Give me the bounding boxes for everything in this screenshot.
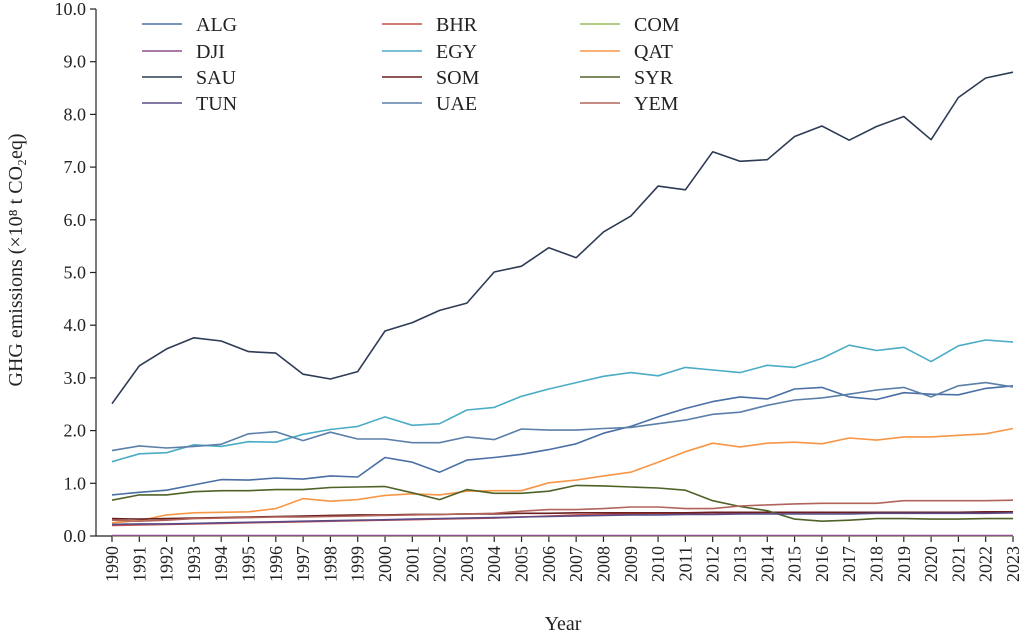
x-tick-label: 1992 bbox=[157, 546, 177, 582]
x-tick-label: 2016 bbox=[812, 546, 832, 582]
legend-label-syr: SYR bbox=[634, 67, 674, 89]
y-tick-label: 5.0 bbox=[64, 263, 87, 283]
y-tick-label: 6.0 bbox=[64, 210, 87, 230]
y-tick-label: 10.0 bbox=[55, 0, 87, 19]
x-tick-label: 1995 bbox=[239, 546, 259, 582]
x-tick-label: 2009 bbox=[621, 546, 641, 582]
legend-label-bhr: BHR bbox=[436, 14, 478, 36]
x-tick-label: 2019 bbox=[894, 546, 914, 582]
legend-label-qat: QAT bbox=[634, 41, 673, 63]
x-tick-label: 2000 bbox=[375, 546, 395, 582]
x-tick-label: 2004 bbox=[484, 546, 504, 582]
y-tick-label: 3.0 bbox=[64, 368, 87, 388]
legend-label-tun: TUN bbox=[196, 93, 237, 115]
x-tick-label: 1994 bbox=[211, 546, 231, 582]
x-tick-label: 2011 bbox=[675, 546, 695, 581]
y-axis-title: GHG emissions (×10⁸ t CO₂eq) bbox=[5, 134, 27, 387]
series-line-uae bbox=[111, 381, 1014, 452]
series-line-egy bbox=[111, 339, 1014, 463]
series-lines bbox=[111, 71, 1014, 537]
x-tick-label: 1991 bbox=[129, 546, 149, 582]
series-line-qat bbox=[111, 427, 1014, 524]
y-tick-label: 8.0 bbox=[64, 104, 87, 124]
legend-label-yem: YEM bbox=[634, 93, 679, 115]
y-tick-label: 1.0 bbox=[64, 473, 87, 493]
x-tick-label: 1999 bbox=[348, 546, 368, 582]
y-tick-label: 7.0 bbox=[64, 157, 87, 177]
series-line-yem bbox=[111, 499, 1014, 523]
x-tick-label: 2017 bbox=[839, 546, 859, 582]
x-tick-label: 1990 bbox=[102, 546, 122, 582]
x-tick-label: 2008 bbox=[593, 546, 613, 582]
y-tick-label: 4.0 bbox=[64, 315, 87, 335]
legend-label-egy: EGY bbox=[436, 41, 477, 63]
x-tick-label: 2013 bbox=[730, 546, 750, 582]
x-tick-label: 2018 bbox=[866, 546, 886, 582]
x-tick-label: 2020 bbox=[921, 546, 941, 582]
legend-label-som: SOM bbox=[436, 67, 480, 89]
y-tick-label: 2.0 bbox=[64, 421, 87, 441]
x-tick-label: 2005 bbox=[512, 546, 532, 582]
x-tick-label: 2023 bbox=[1003, 546, 1023, 582]
x-tick-label: 2007 bbox=[566, 546, 586, 582]
x-tick-label: 1993 bbox=[184, 546, 204, 582]
x-tick-label: 1997 bbox=[293, 546, 313, 582]
series-line-sau bbox=[111, 71, 1014, 405]
x-tick-label: 2015 bbox=[785, 546, 805, 582]
x-tick-label: 1998 bbox=[320, 546, 340, 582]
axes: 0.0 1.0 2.0 3.0 4.0 5.0 6.0 7.0 8.0 9.0 10.0 1990 19… bbox=[55, 0, 1024, 582]
legend-label-com: COM bbox=[634, 14, 680, 36]
x-tick-label: 2006 bbox=[539, 546, 559, 582]
legend-label-dji: DJI bbox=[196, 41, 225, 63]
y-tick-label: 9.0 bbox=[64, 52, 87, 72]
x-tick-label: 2021 bbox=[948, 546, 968, 582]
legend-label-uae: UAE bbox=[436, 93, 477, 115]
x-tick-label: 2001 bbox=[402, 546, 422, 582]
series-line-tun bbox=[111, 512, 1014, 526]
x-axis-title: Year bbox=[545, 613, 582, 634]
y-tick-label: 0.0 bbox=[64, 526, 87, 546]
legend-label-sau: SAU bbox=[196, 67, 237, 89]
legend-label-alg: ALG bbox=[196, 14, 237, 36]
series-line-syr bbox=[111, 484, 1013, 523]
x-tick-label: 2002 bbox=[430, 546, 450, 582]
x-tick-label: 2003 bbox=[457, 546, 477, 582]
legend: ALG BHR COM DJI EGY QAT SAU SOM SYR TUN UAE YEM bbox=[142, 14, 680, 115]
x-tick-label: 2010 bbox=[648, 546, 668, 582]
series-line-alg bbox=[111, 385, 1014, 496]
x-tick-label: 2012 bbox=[703, 546, 723, 582]
x-tick-label: 2022 bbox=[976, 546, 996, 582]
x-tick-label: 2014 bbox=[757, 546, 777, 582]
x-tick-label: 1996 bbox=[266, 546, 286, 582]
